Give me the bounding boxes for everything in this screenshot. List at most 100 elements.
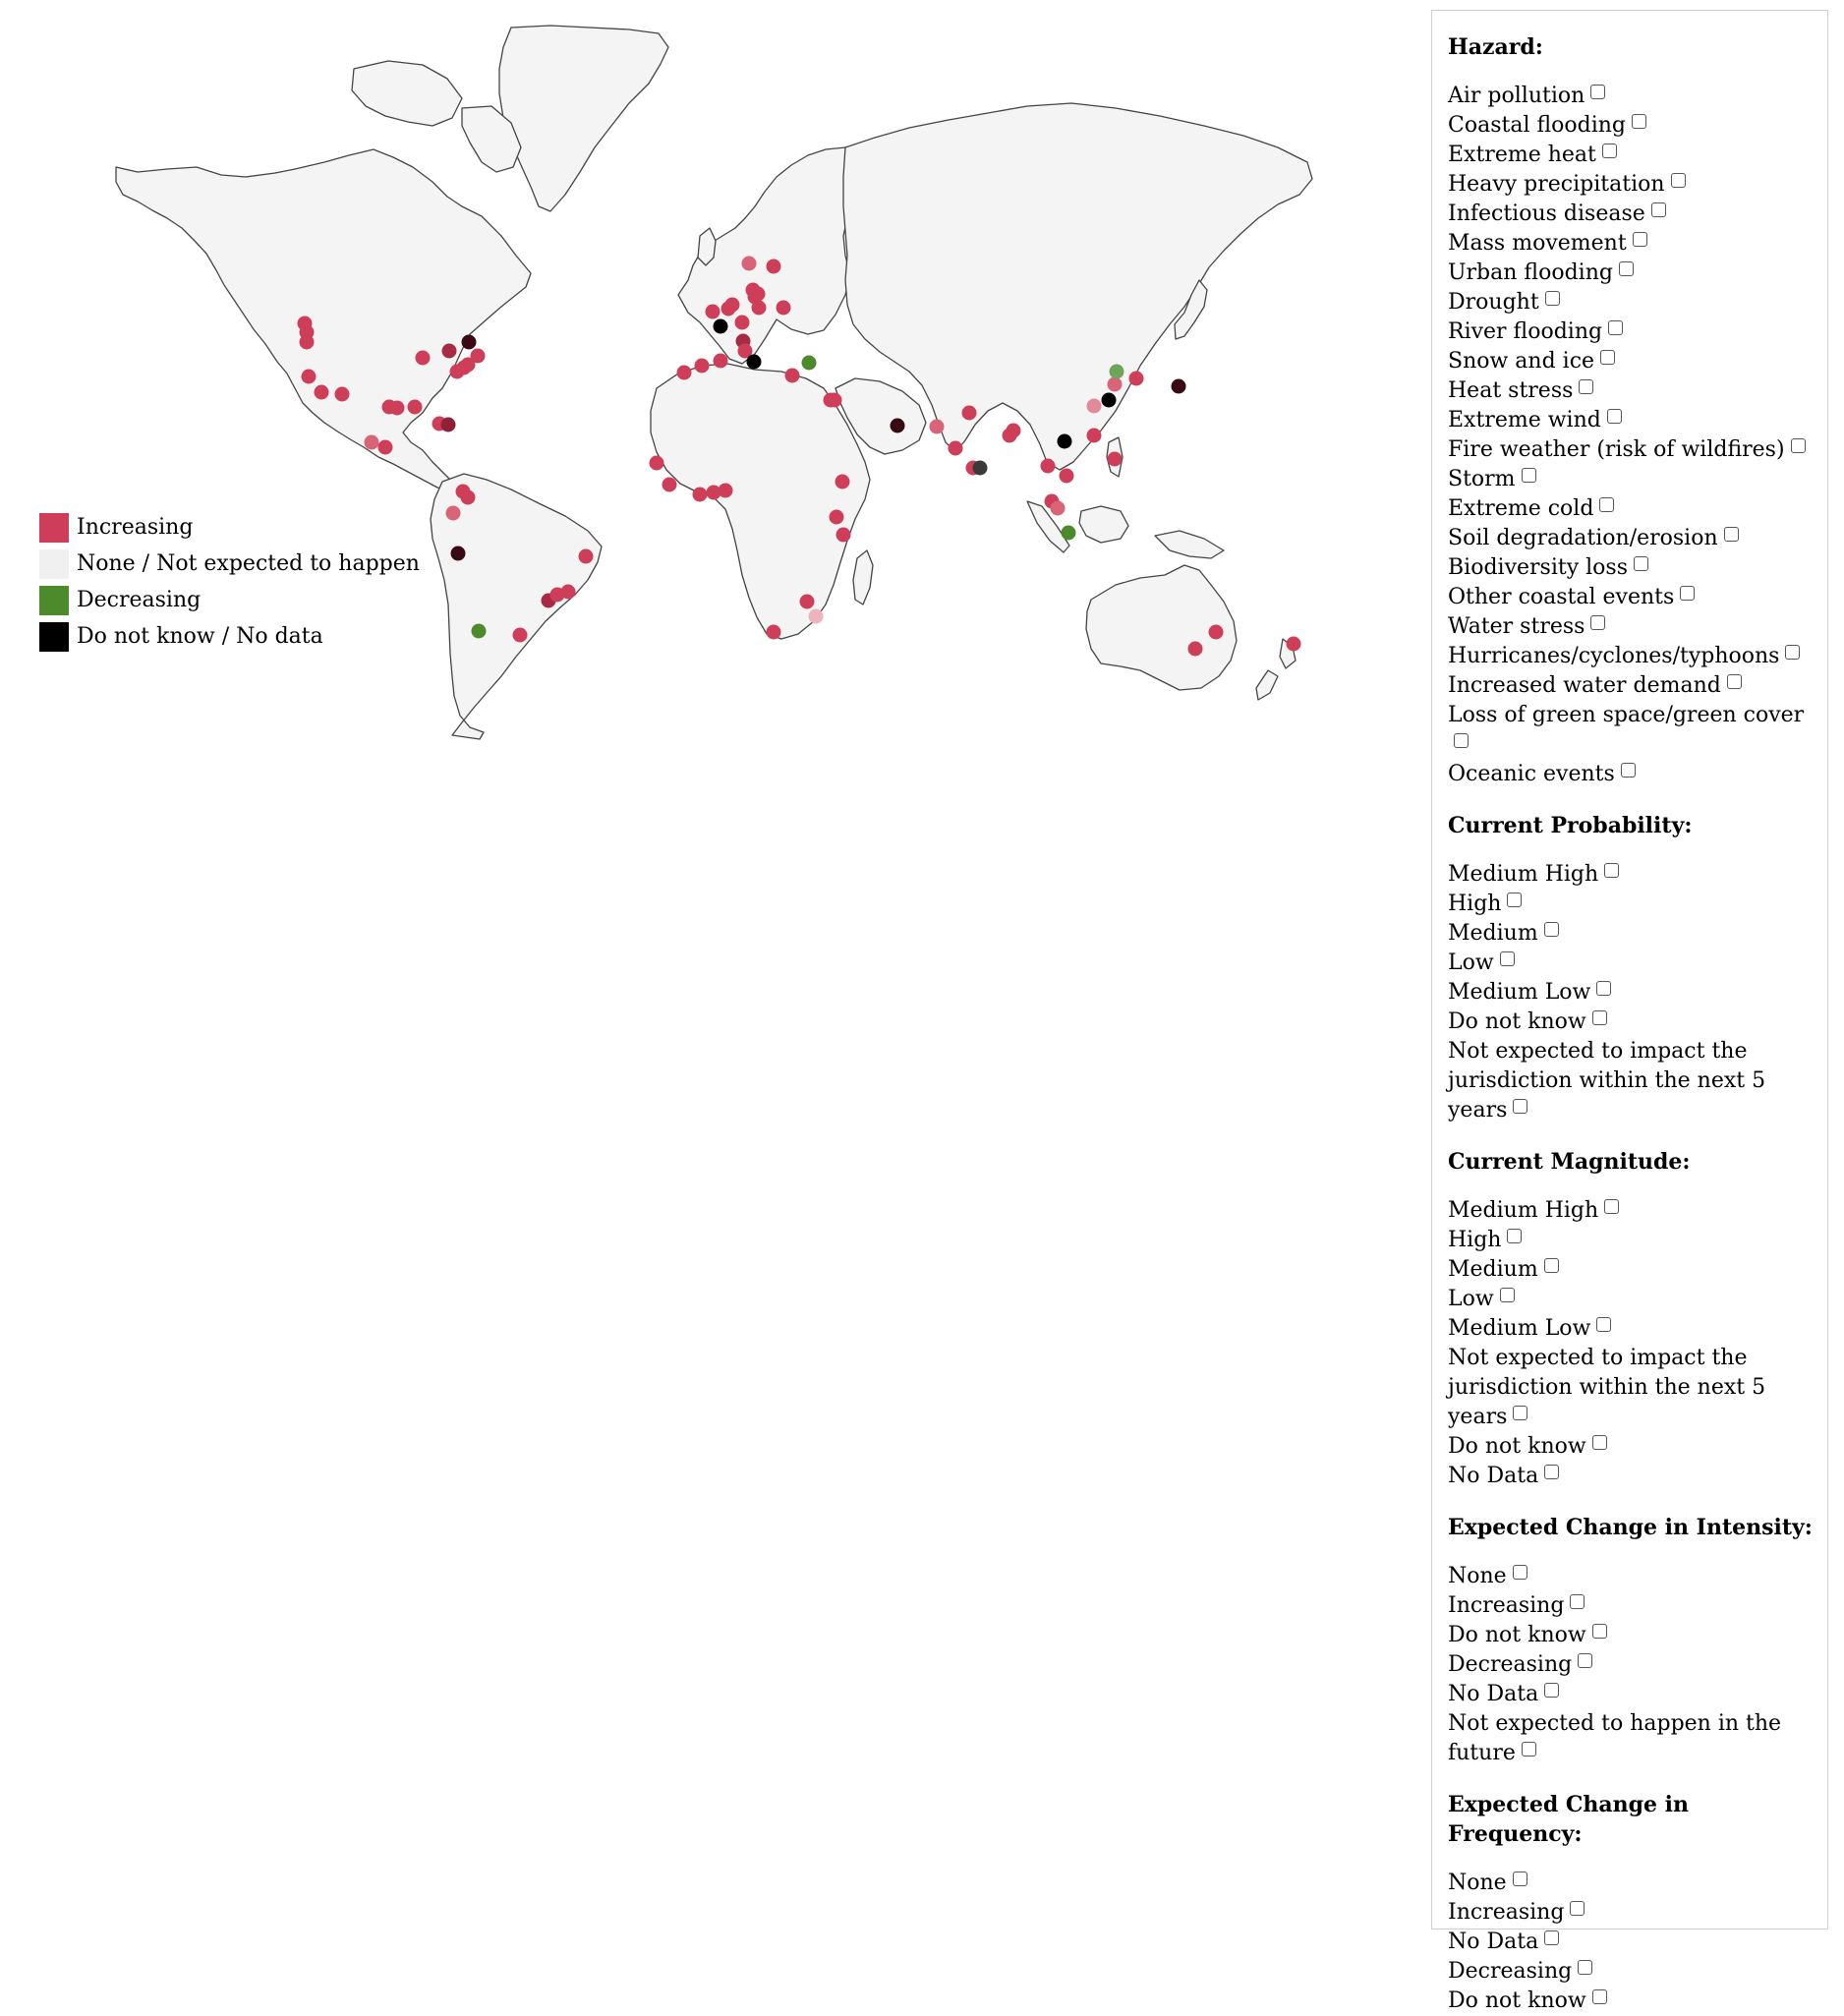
- filter-checkbox[interactable]: [1596, 981, 1612, 996]
- city-marker[interactable]: [724, 297, 740, 313]
- filter-checkbox[interactable]: [1499, 1288, 1515, 1302]
- city-marker[interactable]: [389, 400, 405, 416]
- city-marker[interactable]: [751, 300, 767, 316]
- city-marker[interactable]: [471, 623, 487, 639]
- city-marker[interactable]: [972, 460, 988, 476]
- filter-checkbox[interactable]: [1513, 1406, 1528, 1420]
- filter-checkbox[interactable]: [1790, 438, 1806, 453]
- world-map[interactable]: [0, 0, 1415, 786]
- filter-checkbox[interactable]: [1513, 1099, 1528, 1114]
- filter-checkbox[interactable]: [1599, 497, 1615, 512]
- city-marker[interactable]: [1061, 525, 1076, 541]
- filter-checkbox[interactable]: [1521, 1742, 1536, 1757]
- city-marker[interactable]: [377, 439, 393, 455]
- city-marker[interactable]: [460, 357, 476, 373]
- city-marker[interactable]: [1050, 500, 1066, 516]
- filter-checkbox[interactable]: [1578, 1653, 1593, 1668]
- city-marker[interactable]: [1107, 376, 1123, 392]
- filter-checkbox[interactable]: [1507, 1229, 1523, 1243]
- filter-checkbox[interactable]: [1591, 1624, 1607, 1639]
- filter-checkbox[interactable]: [1608, 320, 1624, 335]
- filter-checkbox[interactable]: [1680, 586, 1696, 601]
- filter-checkbox[interactable]: [1507, 893, 1523, 907]
- filter-checkbox[interactable]: [1512, 1872, 1527, 1886]
- city-marker[interactable]: [649, 455, 664, 471]
- city-marker[interactable]: [441, 343, 457, 359]
- filter-checkbox[interactable]: [1579, 379, 1594, 394]
- city-marker[interactable]: [692, 487, 708, 502]
- city-marker[interactable]: [737, 343, 753, 359]
- filter-checkbox[interactable]: [1544, 1683, 1560, 1698]
- city-marker[interactable]: [829, 509, 844, 525]
- filter-checkbox[interactable]: [1632, 114, 1647, 129]
- city-marker[interactable]: [364, 434, 379, 450]
- city-marker[interactable]: [694, 358, 710, 374]
- city-marker[interactable]: [445, 505, 461, 521]
- filter-checkbox[interactable]: [1454, 733, 1469, 748]
- city-marker[interactable]: [1101, 392, 1117, 408]
- city-marker[interactable]: [948, 440, 963, 456]
- world-map-svg[interactable]: [0, 0, 1415, 786]
- filter-checkbox[interactable]: [1650, 202, 1666, 217]
- city-marker[interactable]: [1128, 371, 1144, 386]
- filter-checkbox[interactable]: [1570, 1594, 1585, 1609]
- city-marker[interactable]: [799, 594, 815, 609]
- city-marker[interactable]: [1208, 624, 1224, 640]
- city-marker[interactable]: [560, 584, 576, 600]
- city-marker[interactable]: [1086, 428, 1102, 443]
- filter-checkbox[interactable]: [1670, 173, 1686, 188]
- filter-checkbox[interactable]: [1499, 951, 1515, 966]
- city-marker[interactable]: [801, 355, 817, 371]
- filter-checkbox[interactable]: [1521, 468, 1536, 483]
- city-marker[interactable]: [1171, 378, 1186, 394]
- filter-checkbox[interactable]: [1785, 645, 1801, 660]
- city-marker[interactable]: [835, 474, 850, 490]
- city-marker[interactable]: [662, 477, 677, 492]
- city-marker[interactable]: [961, 405, 977, 421]
- city-marker[interactable]: [766, 259, 781, 274]
- city-marker[interactable]: [676, 365, 692, 380]
- filter-checkbox[interactable]: [1590, 615, 1606, 630]
- city-marker[interactable]: [334, 386, 350, 402]
- city-marker[interactable]: [512, 627, 528, 643]
- filter-checkbox[interactable]: [1726, 674, 1742, 689]
- filter-checkbox[interactable]: [1590, 85, 1606, 99]
- city-marker[interactable]: [470, 348, 486, 364]
- filter-checkbox[interactable]: [1723, 527, 1739, 542]
- city-marker[interactable]: [1057, 433, 1072, 449]
- city-marker[interactable]: [299, 334, 315, 350]
- city-marker[interactable]: [1086, 398, 1102, 414]
- filter-checkbox[interactable]: [1544, 291, 1560, 306]
- filter-checkbox[interactable]: [1544, 1930, 1560, 1945]
- filter-checkbox[interactable]: [1633, 556, 1648, 571]
- filter-checkbox[interactable]: [1591, 1010, 1607, 1025]
- city-marker[interactable]: [440, 417, 456, 432]
- city-marker[interactable]: [808, 608, 824, 624]
- city-marker[interactable]: [890, 418, 905, 433]
- city-marker[interactable]: [705, 304, 720, 319]
- city-marker[interactable]: [836, 527, 851, 543]
- filter-checkbox[interactable]: [1618, 261, 1634, 276]
- city-marker[interactable]: [301, 369, 317, 384]
- city-marker[interactable]: [578, 548, 594, 564]
- filter-checkbox[interactable]: [1570, 1901, 1585, 1916]
- city-marker[interactable]: [746, 354, 762, 370]
- city-marker[interactable]: [1109, 364, 1124, 379]
- city-marker[interactable]: [713, 353, 728, 369]
- filter-checkbox[interactable]: [1544, 1465, 1560, 1479]
- city-marker[interactable]: [706, 485, 721, 500]
- city-marker[interactable]: [766, 624, 781, 640]
- filter-checkbox[interactable]: [1632, 232, 1647, 247]
- filter-checkbox[interactable]: [1591, 1989, 1607, 2004]
- city-markers[interactable]: [297, 256, 1301, 657]
- city-marker[interactable]: [827, 392, 842, 408]
- filter-checkbox[interactable]: [1606, 409, 1622, 424]
- city-marker[interactable]: [314, 384, 329, 400]
- city-marker[interactable]: [718, 483, 733, 498]
- filter-checkbox[interactable]: [1596, 1317, 1612, 1332]
- city-marker[interactable]: [929, 419, 945, 434]
- filter-checkbox[interactable]: [1543, 1258, 1559, 1273]
- city-marker[interactable]: [450, 546, 466, 561]
- city-marker[interactable]: [415, 350, 431, 366]
- filter-checkbox[interactable]: [1591, 1435, 1607, 1450]
